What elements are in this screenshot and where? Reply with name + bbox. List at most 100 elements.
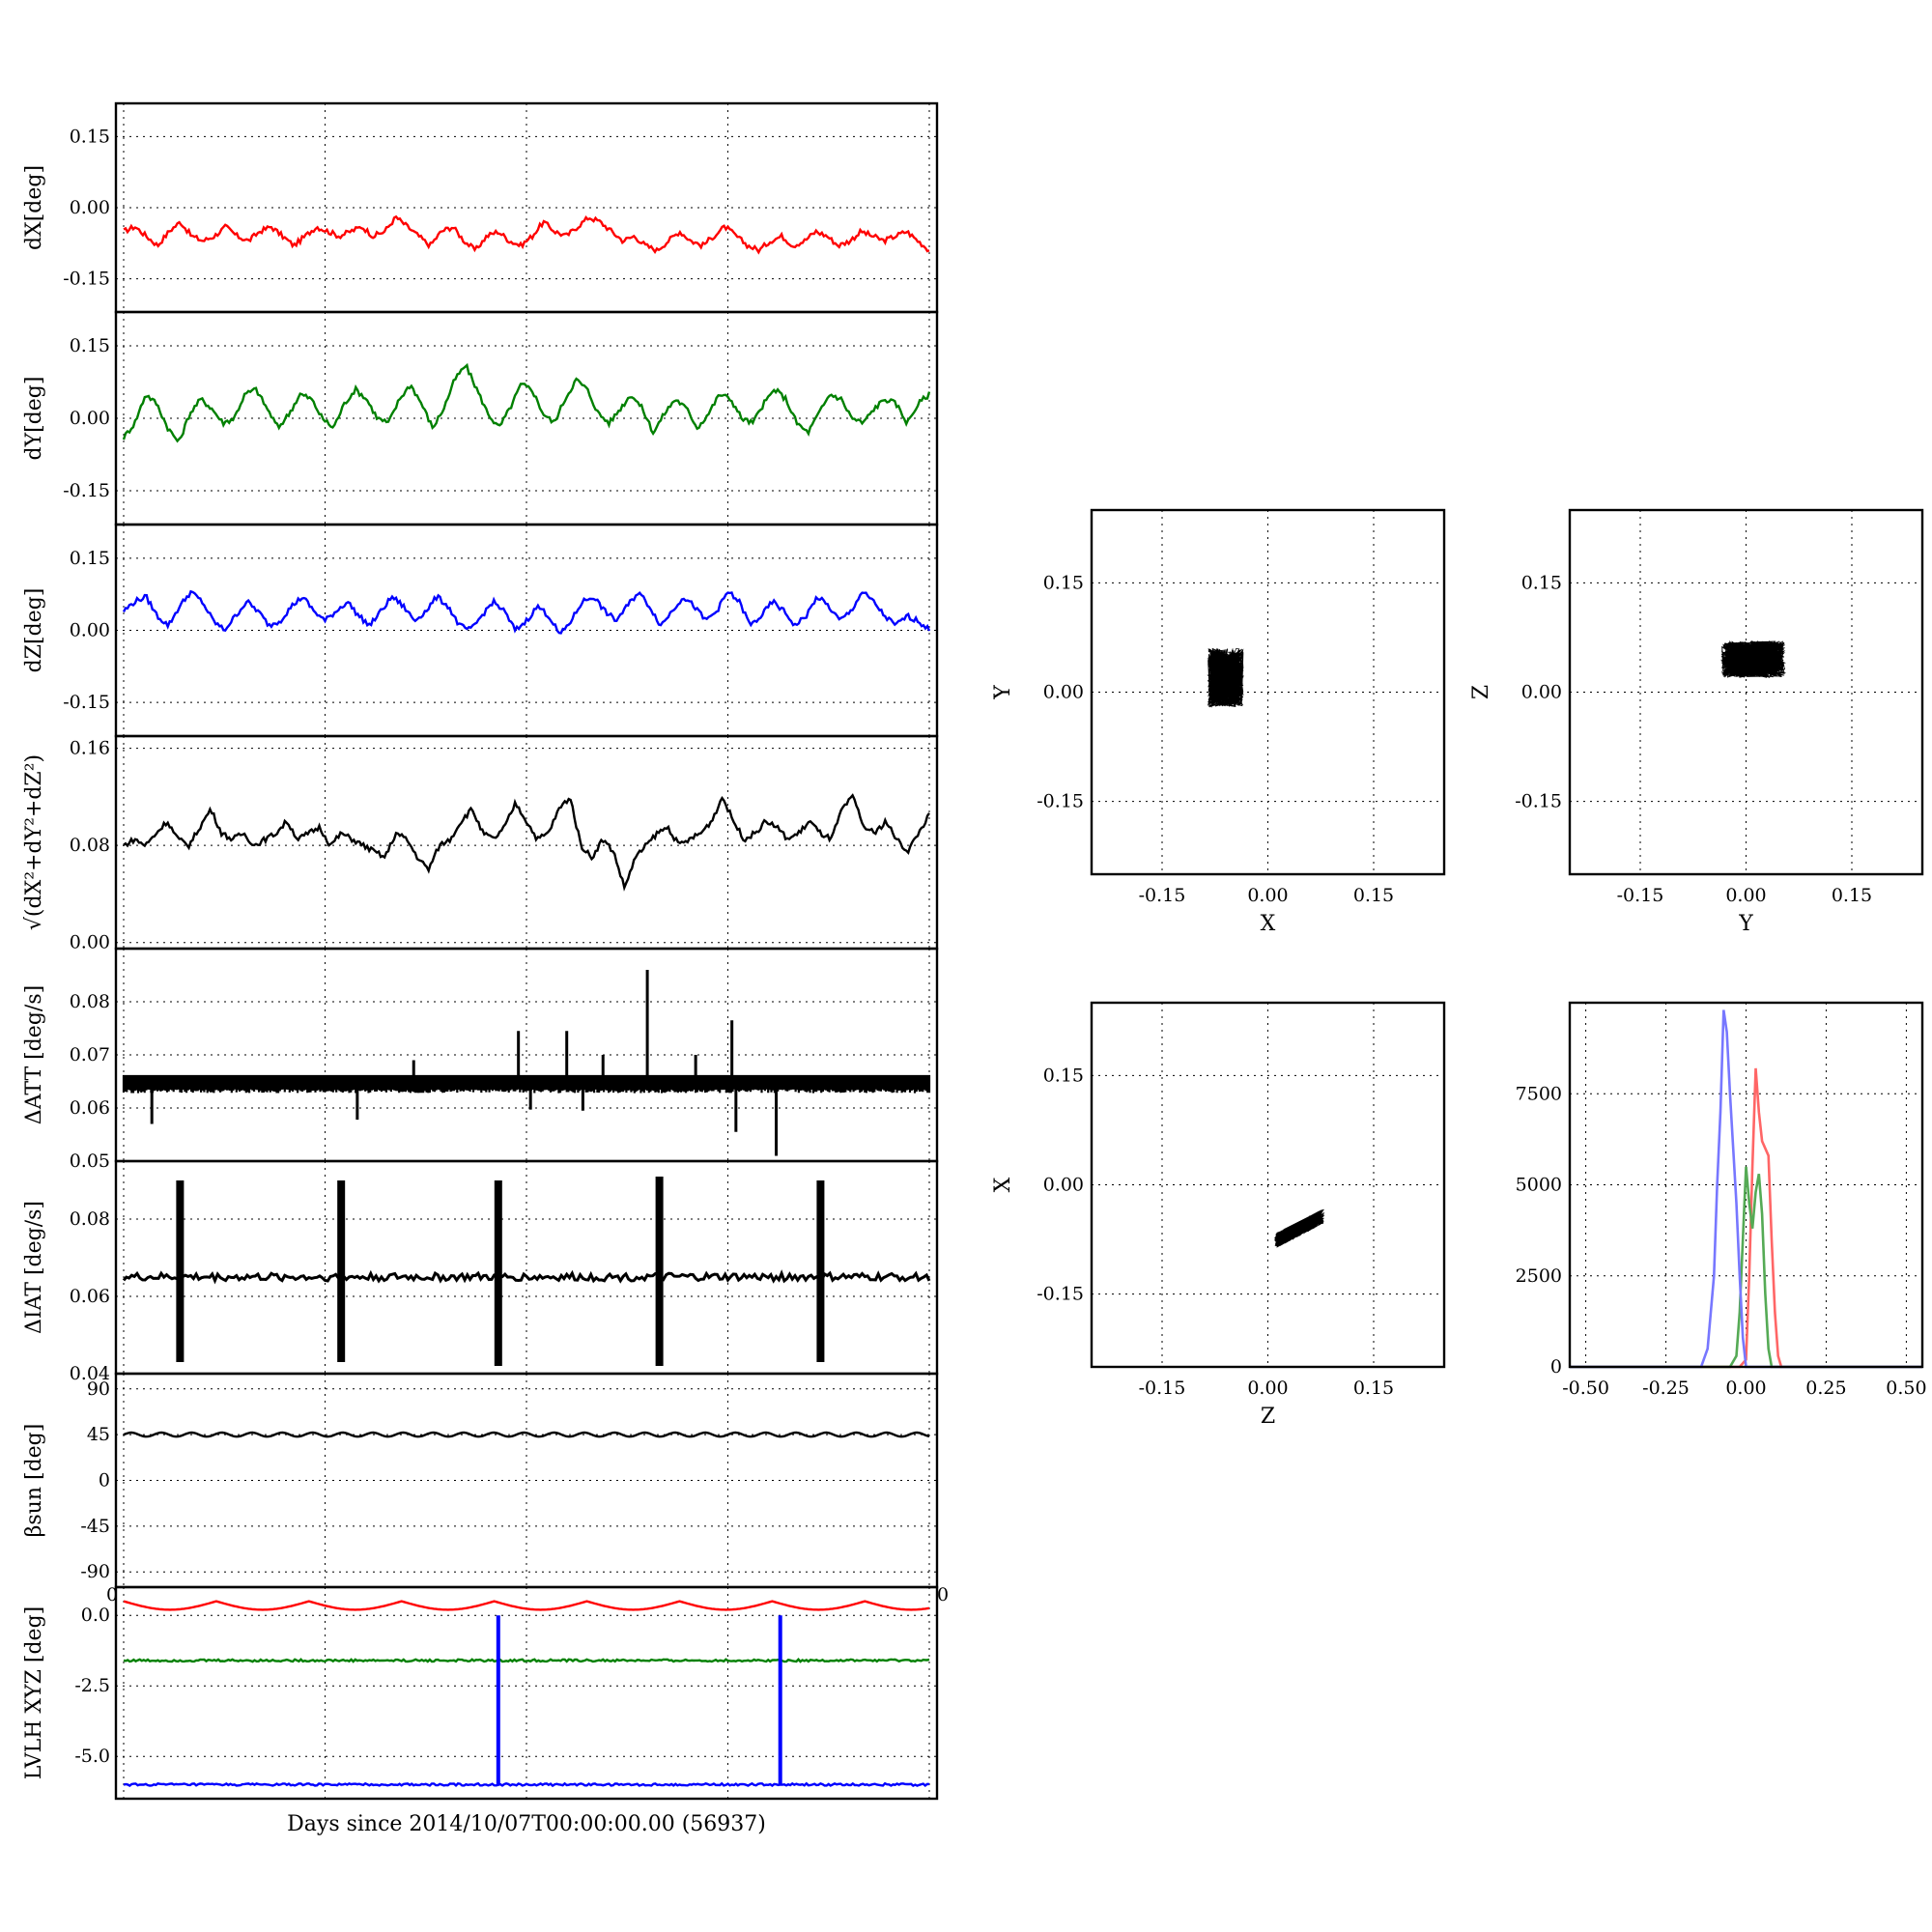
y-tick-label: 0.04 bbox=[70, 1363, 110, 1384]
x-tick-label: -0.15 bbox=[1139, 1378, 1186, 1399]
series-line bbox=[123, 1781, 930, 1788]
y-tick-label: 0.15 bbox=[1043, 572, 1084, 593]
y-tick-label: 0.07 bbox=[70, 1044, 110, 1065]
x-tick-label: -0.25 bbox=[1642, 1378, 1690, 1399]
y-tick-label: 0.00 bbox=[70, 620, 110, 641]
burst bbox=[176, 1180, 185, 1362]
y-axis-label: dY[deg] bbox=[22, 377, 46, 461]
y-tick-label: 0.06 bbox=[70, 1097, 110, 1119]
y-tick-label: 5000 bbox=[1516, 1175, 1562, 1196]
y-tick-label: -0.15 bbox=[63, 692, 110, 713]
y-tick-label: 0.00 bbox=[70, 197, 110, 218]
x-tick-label: -0.50 bbox=[1562, 1378, 1609, 1399]
y-tick-label: 0.0 bbox=[81, 1605, 110, 1626]
scatter-panel-1: -0.15 0.15 0.00 0.00 0.15 -0.15 X Y bbox=[991, 508, 1446, 936]
y-axis-label: Z bbox=[1469, 685, 1493, 699]
y-tick-label: 0.05 bbox=[70, 1151, 110, 1172]
y-tick-label: -5.0 bbox=[74, 1746, 110, 1767]
burst bbox=[337, 1180, 346, 1362]
timeseries-panel-1: 0.15 0.00 -0.15 dX[deg] bbox=[22, 101, 939, 314]
histogram-series bbox=[1570, 1166, 1922, 1369]
y-tick-label: -2.5 bbox=[74, 1675, 110, 1696]
plots-layer: 0.150.00-0.15dX[deg]0.150.00-0.15dY[deg]… bbox=[22, 101, 1927, 1801]
panel-frame bbox=[114, 1159, 939, 1376]
panel-frame bbox=[1568, 508, 1924, 876]
histogram-series bbox=[1570, 1067, 1922, 1369]
x-tick-label: 0.15 bbox=[1832, 885, 1872, 906]
y-axis-label: √(dX²+dY²+dZ²) bbox=[22, 754, 46, 930]
panel-frame bbox=[1568, 1001, 1924, 1369]
x-tick-label: 0.00 bbox=[1247, 1378, 1288, 1399]
y-tick-label: 0 bbox=[99, 1470, 110, 1492]
scatter-panel-2: -0.15 0.15 0.00 0.00 0.15 -0.15 Y Z bbox=[1469, 508, 1924, 936]
x-axis-label: Days since 2014/10/07T00:00:00.00 (56937… bbox=[287, 1812, 766, 1836]
y-tick-label: 0.00 bbox=[70, 408, 110, 429]
panel-frame bbox=[1090, 508, 1446, 876]
x-axis-label: Y bbox=[1738, 912, 1753, 936]
timeseries-panel-6: 0.08 0.06 0.04 ΔIAT [deg/s] bbox=[22, 1159, 939, 1384]
histogram-series bbox=[1570, 1009, 1922, 1369]
scatter-trace bbox=[1273, 1208, 1325, 1248]
series-line bbox=[122, 1074, 931, 1094]
panel-frame bbox=[1090, 1001, 1446, 1369]
y-tick-label: 0.06 bbox=[70, 1286, 110, 1307]
scatter-trace bbox=[1719, 639, 1787, 679]
y-tick-label: 0.16 bbox=[70, 738, 110, 759]
y-tick-label: 0 bbox=[1550, 1356, 1562, 1378]
series-line bbox=[123, 793, 930, 892]
x-tick-label: 0.00 bbox=[1725, 1378, 1766, 1399]
y-tick-label: 0.15 bbox=[1043, 1065, 1084, 1086]
x-tick-label: -0.15 bbox=[1617, 885, 1664, 906]
x-tick-label: 0.25 bbox=[1805, 1378, 1846, 1399]
x-tick-label: 0 bbox=[937, 1584, 949, 1605]
series-line bbox=[123, 1600, 930, 1611]
scatter-trace bbox=[1207, 647, 1245, 708]
y-axis-label: βsun [deg] bbox=[22, 1424, 46, 1538]
y-axis-label: Y bbox=[991, 685, 1015, 700]
burst bbox=[655, 1177, 664, 1366]
series-line bbox=[122, 362, 931, 443]
burst bbox=[816, 1180, 825, 1362]
series-line bbox=[122, 1269, 931, 1285]
y-tick-label: -0.15 bbox=[63, 480, 110, 501]
timeseries-panel-5: 0.08 0.07 0.06 0.05 ΔATT [deg/s] bbox=[22, 947, 939, 1172]
scatter-panel-3: -0.15 0.15 0.00 0.00 0.15 -0.15 Z X bbox=[991, 1001, 1446, 1429]
y-tick-label: 0.15 bbox=[70, 548, 110, 569]
y-tick-label: 0.15 bbox=[1521, 572, 1562, 593]
histogram-panel: -0.50 -0.25 0.00 0.25 0.50 7500 5000 2500 0 bbox=[1516, 1001, 1927, 1399]
x-tick-label: 0.50 bbox=[1886, 1378, 1926, 1399]
y-tick-label: -0.15 bbox=[1037, 1284, 1084, 1305]
y-tick-label: -0.15 bbox=[63, 269, 110, 290]
y-tick-label: -45 bbox=[80, 1516, 110, 1537]
timeseries-panel-7: 90 45 0 -45 -90 βsun [deg] bbox=[22, 1372, 939, 1589]
series-line bbox=[123, 214, 930, 255]
x-tick-label: 0.15 bbox=[1353, 885, 1394, 906]
timeseries-panel-4: 0.16 0.08 0.00 √(dX²+dY²+dZ²) bbox=[22, 734, 939, 953]
timeseries-panel-2: 0.15 0.00 -0.15 dY[deg] bbox=[22, 310, 939, 526]
y-tick-label: -0.15 bbox=[1515, 791, 1562, 812]
x-tick-label: -0.15 bbox=[1139, 885, 1186, 906]
y-tick-label: 0.15 bbox=[70, 335, 110, 356]
x-tick-label: 0.15 bbox=[1353, 1378, 1394, 1399]
x-axis-label: X bbox=[1261, 912, 1276, 936]
y-axis-label: X bbox=[991, 1177, 1015, 1192]
y-tick-label: 0.00 bbox=[1043, 1175, 1084, 1196]
y-tick-label: -90 bbox=[80, 1561, 110, 1582]
y-tick-label: 0.08 bbox=[70, 991, 110, 1012]
y-tick-label: 0.08 bbox=[70, 835, 110, 856]
y-tick-label: 45 bbox=[87, 1424, 110, 1445]
timeseries-panel-3: 0.15 0.00 -0.15 dZ[deg] bbox=[22, 523, 939, 738]
y-tick-label: 90 bbox=[87, 1378, 110, 1400]
y-axis-label: dX[deg] bbox=[22, 165, 46, 250]
y-axis-label: ΔIAT [deg/s] bbox=[22, 1201, 46, 1334]
panel-frame bbox=[114, 734, 939, 951]
x-axis-label: Z bbox=[1261, 1405, 1275, 1429]
y-tick-label: 7500 bbox=[1516, 1083, 1562, 1104]
series-line bbox=[122, 589, 931, 635]
series-line bbox=[123, 1431, 930, 1438]
panel-frame bbox=[114, 1585, 939, 1801]
y-tick-label: -0.15 bbox=[1037, 791, 1084, 812]
x-tick-label: 0.00 bbox=[1247, 885, 1288, 906]
y-tick-label: 0.00 bbox=[70, 932, 110, 953]
